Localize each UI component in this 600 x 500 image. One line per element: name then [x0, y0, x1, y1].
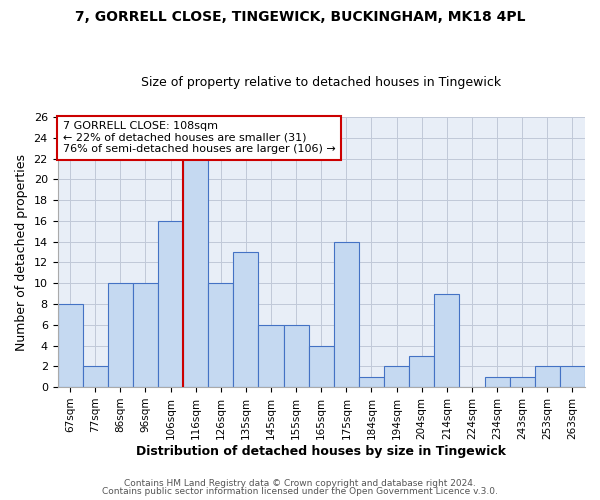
Bar [58, 304, 83, 387]
Bar [259, 325, 284, 387]
Text: 7 GORRELL CLOSE: 108sqm
← 22% of detached houses are smaller (31)
76% of semi-de: 7 GORRELL CLOSE: 108sqm ← 22% of detache… [63, 121, 335, 154]
Bar [233, 252, 259, 387]
Text: 7, GORRELL CLOSE, TINGEWICK, BUCKINGHAM, MK18 4PL: 7, GORRELL CLOSE, TINGEWICK, BUCKINGHAM,… [75, 10, 525, 24]
Bar [535, 366, 560, 387]
Bar [108, 283, 133, 387]
X-axis label: Distribution of detached houses by size in Tingewick: Distribution of detached houses by size … [136, 444, 506, 458]
Bar [284, 325, 309, 387]
Bar [485, 376, 509, 387]
Text: Contains public sector information licensed under the Open Government Licence v.: Contains public sector information licen… [102, 487, 498, 496]
Bar [133, 283, 158, 387]
Bar [359, 376, 384, 387]
Y-axis label: Number of detached properties: Number of detached properties [15, 154, 28, 350]
Bar [560, 366, 585, 387]
Bar [83, 366, 108, 387]
Text: Contains HM Land Registry data © Crown copyright and database right 2024.: Contains HM Land Registry data © Crown c… [124, 478, 476, 488]
Title: Size of property relative to detached houses in Tingewick: Size of property relative to detached ho… [141, 76, 502, 90]
Bar [434, 294, 460, 387]
Bar [183, 158, 208, 387]
Bar [384, 366, 409, 387]
Bar [309, 346, 334, 387]
Bar [334, 242, 359, 387]
Bar [158, 221, 183, 387]
Bar [509, 376, 535, 387]
Bar [208, 283, 233, 387]
Bar [409, 356, 434, 387]
